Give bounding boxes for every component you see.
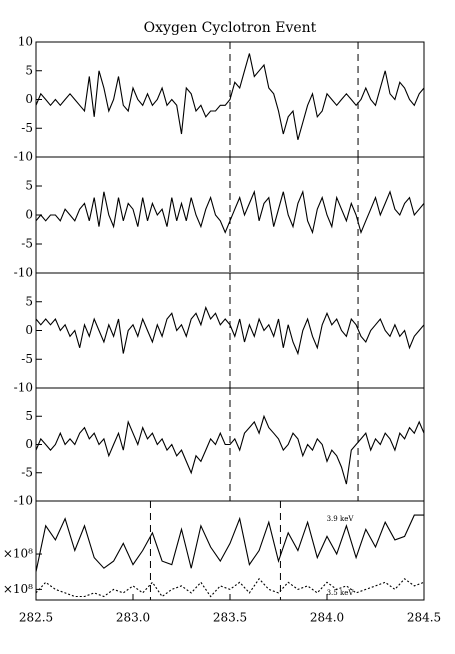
y-tick-label: 0	[25, 208, 33, 222]
x-tick-label: 284.0	[310, 611, 344, 625]
y-tick-label: -10	[14, 381, 33, 395]
x-tick-label: 283.0	[116, 611, 150, 625]
y-tick-label: 5	[25, 63, 33, 77]
chart-title: Oxygen Cyclotron Event	[144, 20, 317, 36]
data-line	[35, 577, 425, 598]
x-tick-label: 284.5	[407, 611, 441, 625]
y-tick-label: 10	[18, 35, 33, 49]
y-tick-label: -10	[14, 150, 33, 164]
data-line	[35, 414, 425, 485]
x-tick-label: 283.5	[213, 611, 247, 625]
series-label: 3.9 keV	[327, 515, 355, 523]
series-label: 3.5 keV	[327, 589, 355, 597]
y-tick-label: -10	[14, 494, 33, 508]
y-tick-label: -5	[21, 352, 33, 366]
y-tick-label: 5	[25, 179, 33, 193]
y-tick-label: -5	[21, 237, 33, 251]
data-line	[35, 305, 425, 356]
panel-frame	[35, 500, 425, 601]
y-tick-label: -10	[14, 266, 33, 280]
data-line	[35, 514, 424, 572]
y-tick-label: ×10⁸	[3, 582, 33, 596]
data-line	[35, 53, 425, 140]
y-tick-label: 0	[25, 92, 33, 106]
y-tick-label: 5	[25, 294, 33, 308]
y-tick-label: 0	[25, 437, 33, 451]
y-tick-label: -5	[21, 121, 33, 135]
y-tick-label: -5	[21, 465, 33, 479]
y-tick-label: 5	[25, 409, 33, 423]
y-tick-label: 0	[25, 323, 33, 337]
y-tick-label: ×10⁸	[3, 547, 33, 561]
data-line	[35, 189, 425, 235]
x-tick-label: 282.5	[19, 611, 53, 625]
